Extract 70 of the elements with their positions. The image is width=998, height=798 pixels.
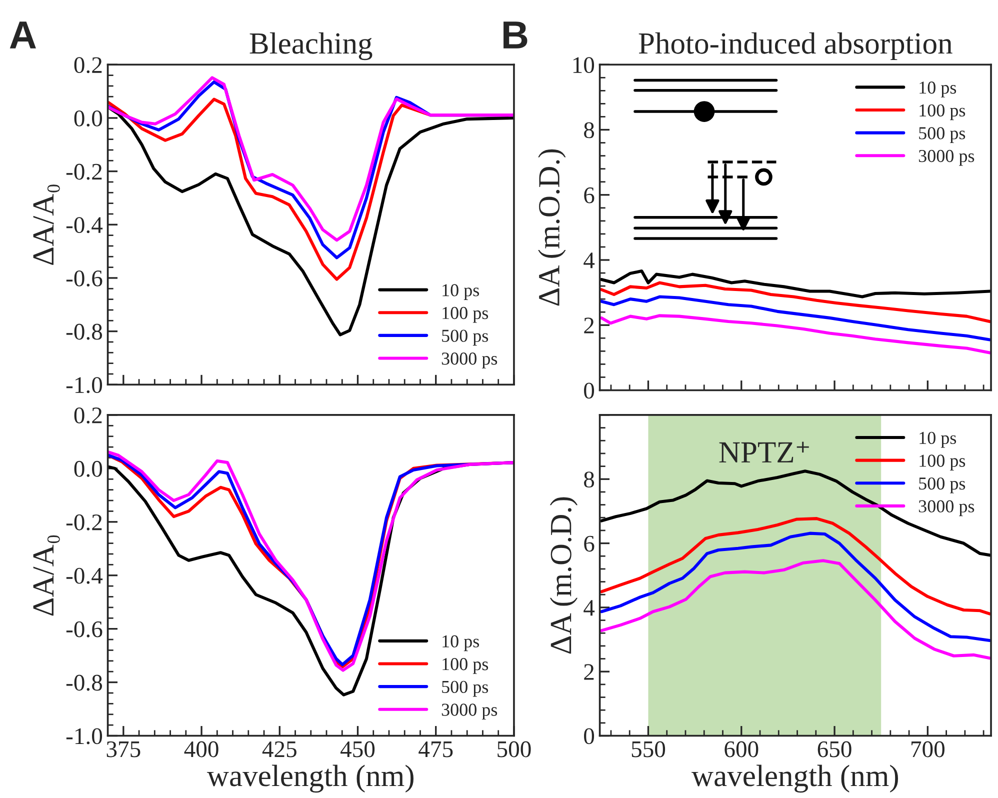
text: A: [10, 22, 36, 48]
legend-label: 500 ps: [442, 330, 488, 346]
legend-label: 500 ps: [442, 680, 488, 697]
y-axis-title: ΔA/A₀: [33, 535, 60, 616]
y-axis-title: ΔA/A₀: [33, 184, 60, 265]
legend-label: 100 ps: [442, 658, 488, 674]
legend-label: 3000 ps: [918, 150, 974, 166]
y-tick-label: 4: [584, 252, 595, 268]
legend-label: 100 ps: [920, 454, 966, 470]
x-tick-label: 425: [262, 741, 296, 758]
legend-label: 100 ps: [442, 306, 488, 323]
legend-label: 10 ps: [442, 284, 480, 300]
y-axis-title: ΔA (m.O.D.): [550, 497, 578, 654]
y-tick-label: 0.0: [74, 110, 102, 126]
legend-label: 500 ps: [919, 477, 966, 494]
y-tick-label: 2: [584, 318, 594, 334]
line-series: [600, 295, 992, 342]
y-tick-label: -0.2: [66, 514, 102, 530]
x-tick-label: 600: [724, 741, 758, 758]
line-series: [600, 532, 992, 642]
y-tick-label: -1.0: [66, 377, 102, 394]
line-series: [600, 270, 992, 298]
legend-label: 3000 ps: [918, 500, 974, 516]
legend-label: 3000 ps: [442, 704, 498, 720]
y-tick-label: -0.6: [66, 621, 102, 638]
y-tick-label: 4: [584, 600, 595, 616]
legend-label: 500 ps: [919, 127, 966, 143]
y-tick-label: 6: [584, 187, 594, 204]
y-tick-label: -0.4: [66, 568, 103, 584]
chart-title: Bleaching: [250, 32, 372, 60]
y-tick-label: -0.6: [66, 270, 102, 286]
x-tick-label: 650: [818, 741, 852, 758]
x-axis-title: wavelength (nm): [691, 764, 898, 793]
line-series: [600, 517, 992, 616]
x-tick-label: 400: [184, 741, 218, 758]
legend-label: 3000 ps: [442, 352, 498, 368]
y-tick-label: 0: [584, 382, 594, 399]
line-series: [600, 559, 992, 660]
line-series: [600, 314, 992, 354]
y-tick-label: 8: [584, 472, 594, 488]
line-series: [600, 470, 992, 557]
y-tick-label: 0.2: [74, 57, 102, 74]
y-tick-label: -1.0: [66, 728, 102, 744]
y-tick-label: -0.2: [66, 164, 102, 180]
y-tick-label: -0.8: [66, 674, 102, 691]
y-tick-label: 0: [584, 728, 594, 744]
x-tick-label: 475: [418, 741, 453, 758]
y-tick-label: 10: [573, 57, 594, 74]
y-tick-label: 6: [584, 536, 594, 552]
legend-label: 10 ps: [920, 432, 956, 448]
legend-label: 10 ps: [442, 635, 480, 652]
legend-label: 10 ps: [920, 82, 956, 98]
y-tick-label: -0.4: [66, 217, 103, 234]
y-tick-label: 0.0: [74, 460, 102, 477]
y-tick-label: 2: [584, 664, 594, 680]
y-tick-label: 0.2: [74, 407, 102, 424]
x-tick-label: 550: [632, 741, 666, 758]
x-axis-title: wavelength (nm): [206, 764, 414, 793]
chart-title: Photo-induced absorption: [638, 32, 952, 60]
line-series: [600, 281, 992, 324]
y-axis-title: ΔA (m.O.D.): [538, 149, 566, 306]
text: B: [504, 22, 528, 48]
y-tick-label: -0.8: [66, 324, 102, 340]
x-tick-label: 700: [912, 741, 944, 758]
legend-label: 100 ps: [920, 104, 966, 120]
y-tick-label: 8: [584, 122, 594, 138]
band-label: NPTZ⁺: [719, 442, 809, 462]
x-tick-label: 500: [498, 741, 531, 758]
x-tick-label: 450: [340, 741, 375, 758]
x-tick-label: 375: [106, 741, 140, 758]
